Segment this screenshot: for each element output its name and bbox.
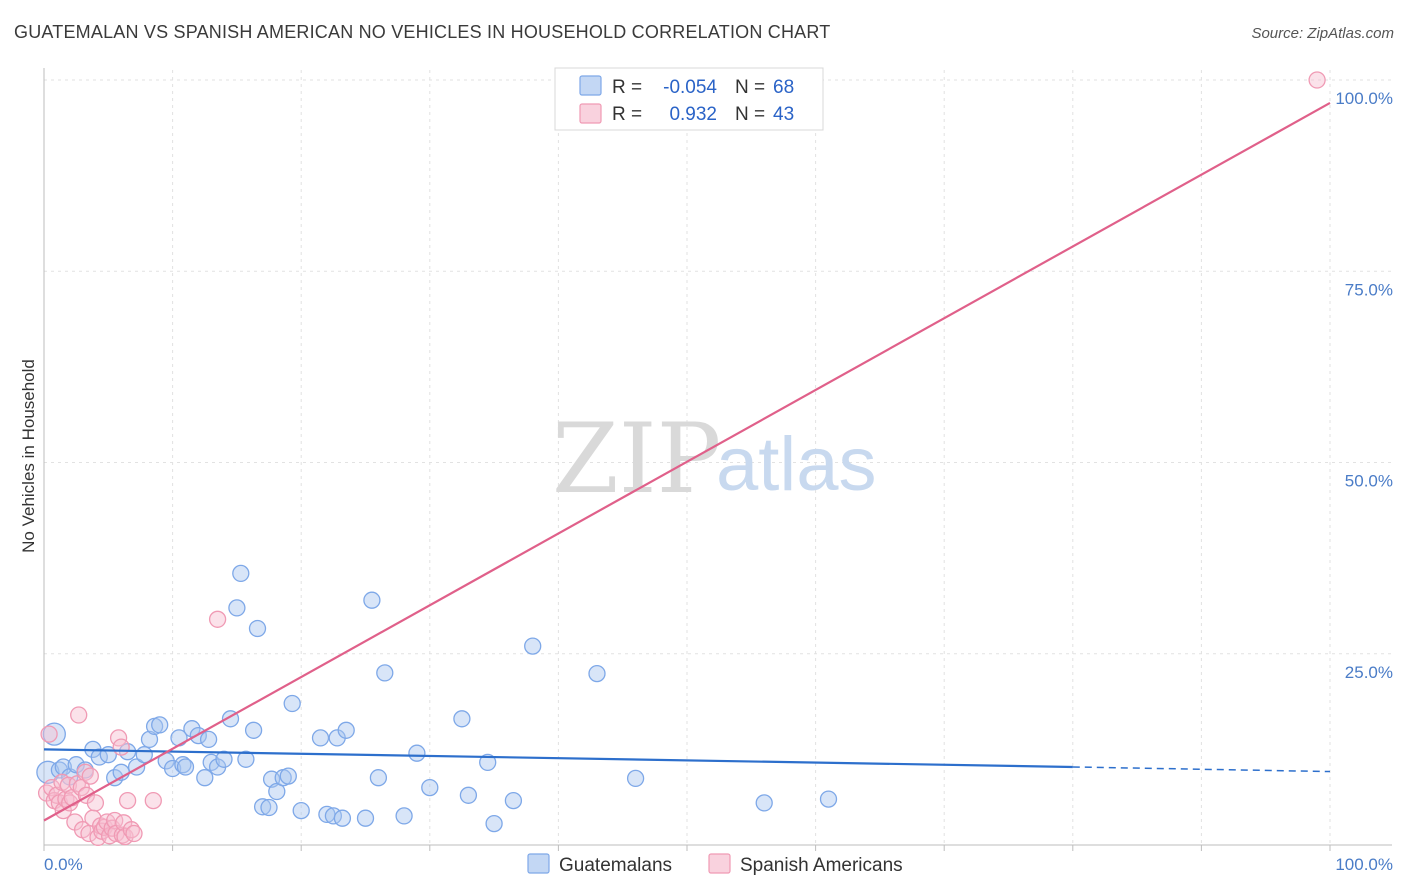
guatemalan-point-21 [174,756,192,774]
stats-r-label-0: R = [612,77,642,98]
guatemalan-point-32 [232,564,250,583]
legend-swatch-guatemalans [527,853,550,874]
series-legend: Guatemalans Spanish Americans [527,853,903,876]
chart-source: Source: ZipAtlas.com [1251,25,1394,42]
guatemalan-point-63 [588,664,606,683]
trend-lines [43,101,1331,822]
guatemalan-point-42 [283,694,301,713]
guatemalan-point-43 [292,801,310,820]
spanish-american-point-39 [125,824,143,843]
x-tick-label-1: 100.0% [1335,855,1393,874]
guatemalan-point-33 [237,750,255,768]
x-tick-label-0: 0.0% [44,855,83,874]
watermark-zip: ZIP [552,403,721,515]
guatemalan-point-54 [395,807,413,825]
spanish-american-point-41 [208,610,227,628]
guatemalan-point-17 [151,716,169,734]
guatemalan-point-19 [163,759,182,778]
spanish-american-point-40 [144,791,162,810]
axes [43,68,1392,851]
spanish-american-point-20 [81,767,99,785]
trend-line-spanish-americans [43,101,1331,822]
guatemalan-point-44 [311,729,330,747]
trend-line-guatemalans [43,748,1073,769]
y-tick-labels: 25.0% 50.0% 75.0% 100.0% [1335,89,1393,682]
spanish-american-point-37 [118,791,137,810]
guatemalan-point-50 [356,809,375,827]
guatemalan-point-29 [215,750,233,768]
y-tick-label-0: 25.0% [1345,663,1393,682]
guatemalan-point-64 [626,769,645,788]
spanish-american-point-22 [86,794,105,812]
guatemalan-point-48 [337,721,355,739]
guatemalan-point-59 [479,753,497,772]
guatemalan-point-51 [363,591,381,609]
watermark: ZIP atlas [552,403,877,515]
guatemalan-point-26 [199,730,218,749]
series-spanish-americans-points [37,71,1326,847]
trend-line-guatemalans-extension [1072,766,1331,773]
guatemalan-point-37 [260,798,278,817]
guatemalan-point-23 [183,720,201,738]
stats-n-label-0: N = [735,77,765,98]
guatemalan-point-60 [485,814,503,833]
guatemalan-point-15 [140,730,159,749]
guatemalan-point-0 [36,760,60,784]
stats-r-label-1: R = [612,104,642,125]
guatemalan-point-57 [453,710,471,728]
legend-label-guatemalans: Guatemalans [559,855,672,876]
guatemalan-point-25 [196,769,214,787]
legend-label-spanish-americans: Spanish Americans [740,855,903,876]
y-tick-label-1: 50.0% [1345,472,1393,491]
guatemalan-point-41 [279,767,297,785]
guatemalan-point-22 [176,758,195,776]
guatemalan-point-53 [376,664,394,682]
guatemalan-point-62 [524,637,542,655]
guatemalan-point-61 [504,791,523,810]
y-tick-label-3: 100.0% [1335,89,1393,108]
stats-legend-swatch-spanish-americans [579,103,602,124]
guatemalan-point-52 [369,769,388,787]
stats-legend: R = -0.054 N = 68 R = 0.932 N = 43 [554,67,824,131]
spanish-american-point-14 [70,706,88,724]
guatemalan-point-66 [819,790,838,808]
guatemalan-point-58 [459,786,478,804]
guatemalan-point-31 [228,599,246,617]
watermark-atlas: atlas [716,422,877,507]
guatemalan-point-55 [408,744,426,762]
y-tick-label-2: 75.0% [1345,280,1393,299]
stats-n-value-0: 68 [773,77,794,98]
stats-legend-swatch-guatemalans [579,75,602,96]
guatemalan-point-65 [755,794,773,812]
spanish-american-point-36 [116,827,134,846]
spanish-american-point-42 [1308,71,1326,89]
series-guatemalans-points [36,564,838,833]
spanish-american-point-1 [40,725,58,743]
guatemalan-point-34 [244,721,263,739]
guatemalan-point-1 [42,722,66,746]
guatemalan-point-35 [248,619,267,638]
guatemalan-point-49 [333,809,352,827]
x-tick-labels: 0.0% 100.0% [44,855,1393,874]
y-axis-label: No Vehicles in Household [19,359,38,553]
stats-n-value-1: 43 [773,104,794,125]
guatemalan-point-56 [421,778,439,797]
chart-title: GUATEMALAN VS SPANISH AMERICAN NO VEHICL… [14,22,830,42]
stats-r-value-1: 0.932 [669,104,717,125]
guatemalan-point-36 [253,798,272,816]
legend-swatch-spanish-americans [708,853,731,874]
stats-n-label-1: N = [735,104,765,125]
stats-r-value-0: -0.054 [663,77,717,98]
spanish-american-point-33 [112,738,130,756]
